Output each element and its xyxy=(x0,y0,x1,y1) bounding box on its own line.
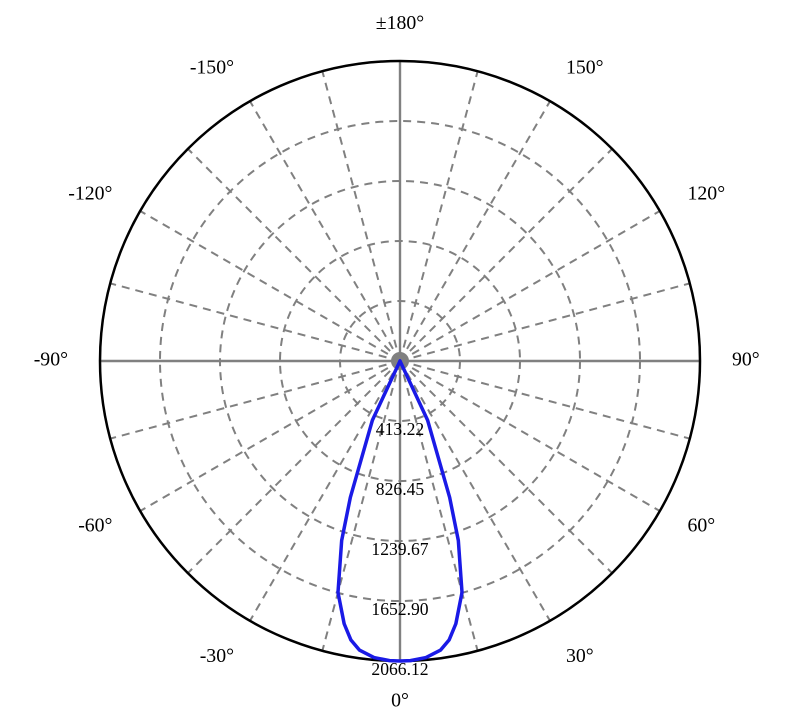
radial-tick-label: 1239.67 xyxy=(371,539,428,559)
angle-tick-label: 150° xyxy=(566,56,604,78)
radial-tick-label: 1652.90 xyxy=(371,599,428,619)
angle-tick-label: -150° xyxy=(190,56,234,78)
angle-tick-label: 0° xyxy=(391,690,409,712)
radial-tick-label: 826.45 xyxy=(376,479,425,499)
angle-tick-label: 90° xyxy=(732,349,760,371)
angle-tick-label: 60° xyxy=(688,515,716,537)
angle-tick-label: 120° xyxy=(688,183,726,205)
polar-chart: 413.22 826.45 1239.67 1652.90 2066.12 0° 30° 60… xyxy=(0,0,800,722)
angle-tick-label: 30° xyxy=(566,645,594,667)
angle-tick-label: -60° xyxy=(78,515,112,537)
angle-tick-label: -120° xyxy=(68,183,112,205)
radial-tick-label: 413.22 xyxy=(376,419,424,439)
radial-tick-label: 2066.12 xyxy=(371,659,428,679)
angle-tick-label: -90° xyxy=(34,349,68,371)
angle-tick-label: -30° xyxy=(200,645,234,667)
angle-tick-label: ±180° xyxy=(376,12,424,34)
